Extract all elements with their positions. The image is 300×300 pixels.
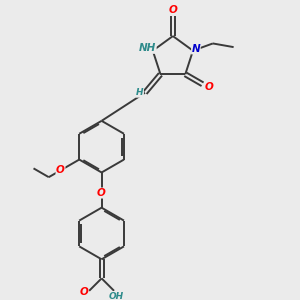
Text: O: O [205, 82, 214, 92]
Text: OH: OH [108, 292, 123, 300]
Text: O: O [168, 5, 177, 15]
Text: H: H [136, 88, 143, 97]
Text: O: O [80, 287, 88, 297]
Text: O: O [97, 188, 106, 198]
Text: O: O [56, 165, 65, 175]
Text: NH: NH [139, 43, 156, 53]
Text: N: N [192, 44, 200, 54]
